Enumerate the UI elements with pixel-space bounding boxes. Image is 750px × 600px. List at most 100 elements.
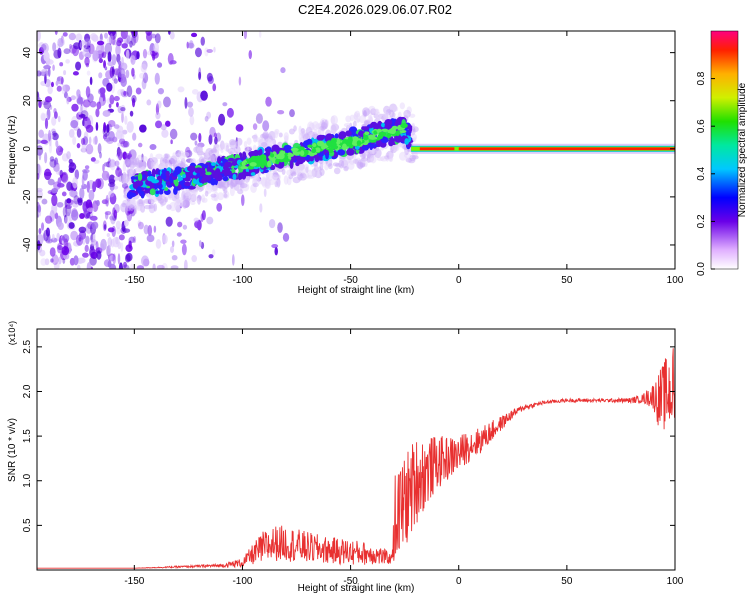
noise-blob [186, 101, 194, 108]
noise-blob [66, 151, 71, 160]
noise-blob [108, 174, 116, 185]
noise-blob [65, 211, 71, 218]
noise-blob [89, 76, 93, 86]
halo-blob [324, 163, 329, 171]
snr-scale-label: (x10⁴) [7, 321, 17, 345]
carrier-core [458, 147, 675, 151]
noise-blob [168, 31, 171, 35]
track-blob [140, 191, 145, 199]
track-blob [177, 184, 182, 190]
noise-blob [56, 43, 60, 49]
noise-blob [259, 203, 263, 213]
track-blob [345, 130, 352, 137]
noise-blob [109, 215, 116, 221]
noise-blob [182, 224, 188, 230]
noise-blob [104, 32, 109, 39]
noise-blob [37, 145, 44, 156]
noise-blob [155, 120, 163, 129]
track-blob [258, 148, 263, 156]
noise-blob [109, 33, 114, 45]
noise-blob [155, 239, 162, 249]
spectrogram-plot: -150 -100 -50 0 50 100 -40 -20 0 20 40 Height of s… [7, 30, 684, 296]
noise-blob [231, 254, 235, 266]
halo-blob [122, 162, 127, 172]
track-blob [184, 181, 191, 187]
track-blob [149, 183, 155, 189]
noise-blob [79, 212, 85, 219]
track-blob [126, 191, 134, 199]
noise-blob [169, 60, 177, 65]
noise-blob [49, 247, 56, 257]
noise-blob [95, 241, 99, 252]
noise-blob [84, 57, 90, 66]
noise-blob [262, 120, 270, 132]
snr-ytick-label: 2.0 [22, 384, 33, 398]
track-blob [173, 187, 178, 195]
halo-blob [223, 179, 229, 190]
noise-blob [69, 190, 76, 197]
track-blob [237, 172, 242, 181]
noise-blob [70, 95, 77, 101]
noise-blob [113, 124, 120, 129]
halo-blob [352, 121, 357, 128]
noise-blob [56, 85, 62, 92]
noise-blob [153, 42, 160, 53]
noise-blob [43, 229, 49, 242]
halo-blob [293, 125, 297, 132]
snr-ytick-label: 2.5 [22, 339, 33, 353]
track-blob [408, 124, 413, 133]
noise-blob [109, 158, 116, 171]
noise-blob [171, 240, 175, 248]
noise-blob [56, 201, 64, 208]
noise-blob [194, 220, 201, 229]
snr-series-line [37, 348, 675, 570]
noise-blob [41, 222, 45, 231]
noise-blob [218, 113, 226, 126]
noise-blob [47, 178, 55, 186]
noise-blob [103, 223, 107, 230]
noise-blob [62, 234, 70, 243]
noise-blob [191, 32, 198, 38]
track-blob [244, 171, 250, 177]
noise-blob [98, 58, 103, 64]
halo-blob [261, 132, 270, 139]
noise-blob [95, 121, 99, 131]
track-blob [248, 150, 256, 157]
snr-xtick-label: -100 [232, 576, 252, 587]
halo-blob [170, 155, 178, 165]
track-blob [187, 165, 196, 172]
noise-blob [139, 124, 147, 133]
core-blob [240, 165, 249, 170]
noise-blob [37, 139, 42, 144]
noise-blob [198, 240, 202, 247]
halo-blob [176, 197, 184, 207]
noise-blob [103, 60, 106, 69]
halo-blob [244, 145, 250, 152]
noise-blob [62, 32, 68, 37]
noise-blob [90, 238, 97, 246]
noise-blob [72, 136, 77, 145]
noise-blob [204, 115, 209, 122]
noise-blob [176, 232, 182, 237]
noise-blob [277, 110, 285, 115]
track-blob [295, 161, 300, 167]
noise-blob [171, 254, 178, 261]
spectrogram-axes: -150 -100 -50 0 50 100 -40 -20 0 20 40 [22, 31, 684, 286]
core-blob [277, 152, 285, 160]
noise-blob [44, 70, 50, 76]
noise-blob [122, 261, 127, 269]
noise-blob [126, 85, 133, 98]
noise-blob [66, 181, 73, 191]
noise-blob [101, 170, 110, 181]
noise-blob [124, 115, 128, 125]
noise-blob [56, 76, 61, 82]
track-blob [377, 140, 382, 145]
track-blob [231, 160, 238, 166]
noise-blob [271, 243, 279, 249]
noise-blob [75, 33, 83, 42]
colorbar-tick-label: 0.2 [696, 214, 707, 228]
halo-blob [330, 115, 339, 125]
noise-blob [39, 249, 46, 257]
noise-blob [164, 120, 171, 127]
noise-blob [238, 76, 242, 86]
